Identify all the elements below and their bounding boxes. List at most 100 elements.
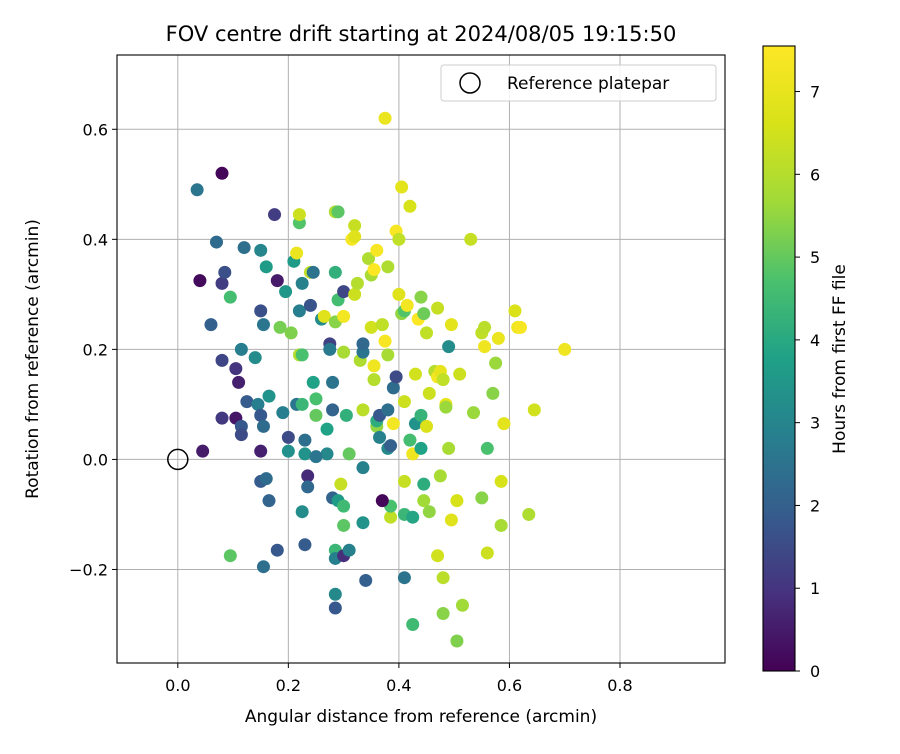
data-point [281,430,295,444]
data-point [262,389,276,403]
data-point [417,477,431,491]
data-point [417,307,431,321]
data-point [348,219,362,233]
data-point [455,598,469,612]
data-point [348,230,362,244]
data-point [268,208,282,222]
data-point [453,367,467,381]
data-point [367,263,381,277]
data-point [370,243,384,257]
legend-label: Reference platepar [507,74,669,94]
data-point [298,447,312,461]
data-point [270,543,284,557]
x-tick-label: 0.2 [276,676,301,695]
colorbar-tick-label: 5 [810,248,820,267]
data-point [450,494,464,508]
data-point [232,375,246,389]
data-point [292,304,306,318]
colorbar-tick-label: 0 [810,662,820,681]
data-point [408,367,422,381]
data-point [414,441,428,455]
reference-platepar-marker [167,448,189,471]
data-point [348,287,362,301]
data-point [397,571,411,585]
data-point [251,397,265,411]
data-point [229,362,243,376]
data-point [256,318,270,332]
data-point [323,342,337,356]
data-point [397,395,411,409]
data-points [190,111,572,648]
data-point [527,403,541,417]
data-point [209,235,223,249]
data-point [480,441,494,455]
data-point [450,634,464,648]
data-point [513,320,527,334]
data-point [403,433,417,447]
data-point [417,494,431,508]
data-point [420,419,434,433]
data-point [309,392,323,406]
data-point [392,287,406,301]
data-point [215,166,229,180]
data-point [395,180,409,194]
x-tick-label: 0.8 [607,676,632,695]
colorbar-tick-label: 1 [810,579,820,598]
data-point [254,304,268,318]
data-point [204,318,218,332]
data-point [331,205,345,219]
data-point [508,304,522,318]
colorbar-ticks: 0 1 2 3 4 5 6 7 [795,83,820,681]
x-tick-label: 0.4 [386,676,411,695]
data-point [248,351,262,365]
data-point [276,406,290,420]
data-point [215,276,229,290]
legend-marker-icon [459,72,481,94]
data-point [309,450,323,464]
data-point [359,573,373,587]
colorbar-gradient [763,46,795,671]
data-point [375,494,389,508]
data-point [270,274,284,288]
data-point [262,494,276,508]
data-point [273,320,287,334]
data-point [317,309,331,323]
data-point [298,433,312,447]
data-point [478,320,492,334]
data-point [406,510,420,524]
data-point [364,320,378,334]
colorbar-label: Hours from first FF file [830,264,850,454]
data-point [414,408,428,422]
data-point [439,400,453,414]
data-point [478,340,492,354]
data-point [475,491,489,505]
data-point [254,243,268,257]
data-point [389,370,403,384]
colorbar-tick-label: 6 [810,165,820,184]
y-tick-label: 0.0 [83,450,108,469]
data-point [386,417,400,431]
data-point [309,408,323,422]
data-point [403,199,417,213]
data-point [215,353,229,367]
data-point [414,290,428,304]
data-point [328,601,342,615]
data-point [384,510,398,524]
data-point [486,386,500,400]
data-point [494,518,508,532]
legend-box [440,64,717,102]
y-tick-label: 0.2 [83,340,108,359]
data-point [303,298,317,312]
data-point [284,326,298,340]
y-tick-label: 0.4 [83,230,108,249]
data-point [367,359,381,373]
data-point [337,518,351,532]
data-point [397,474,411,488]
y-tick-label: −0.2 [69,560,108,579]
data-point [240,395,254,409]
data-point [295,348,309,362]
data-point [254,444,268,458]
data-point [298,538,312,552]
